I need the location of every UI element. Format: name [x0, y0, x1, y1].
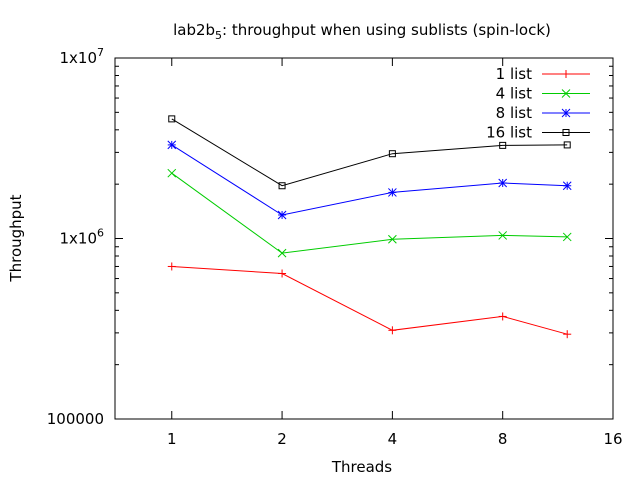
plot-frame [114, 57, 614, 420]
data-point [562, 232, 572, 242]
chart-title-subscript: 5 [215, 29, 222, 42]
axis-ticks [115, 57, 614, 420]
y-tick-label: 100000 [47, 410, 104, 428]
data-point [167, 168, 177, 178]
legend-marker [561, 108, 571, 118]
axis-tick-labels: 1 2 4 8 16 100000 1x106 1x107 [47, 46, 623, 448]
series-line [171, 118, 568, 187]
legend-label: 4 list [496, 85, 532, 103]
legend-label: 1 list [496, 65, 532, 83]
legend-label: 8 list [496, 104, 532, 122]
series-line [171, 172, 568, 254]
data-point [388, 234, 397, 244]
data-point [278, 269, 287, 278]
series-layer [167, 115, 572, 339]
data-point [277, 248, 287, 258]
chart-title-suffix: : throughput when using sublists (spin-l… [222, 21, 551, 39]
legend-marker [562, 70, 570, 78]
x-tick-label: 1 [167, 430, 177, 448]
data-point [168, 115, 176, 123]
series-16-list [168, 115, 571, 190]
series-1-list [167, 262, 572, 339]
y-axis-label: Throughput [7, 194, 25, 282]
legend-marker [561, 89, 571, 98]
y-tick-label: 1x107 [59, 46, 104, 67]
data-point [563, 141, 571, 149]
data-point [563, 330, 572, 339]
data-point [499, 141, 507, 149]
data-point [498, 178, 508, 188]
x-tick-label: 16 [603, 430, 622, 448]
chart-title: lab2b5: throughput when using sublists (… [173, 21, 551, 42]
series-4-list [167, 168, 572, 258]
legend-label: 16 list [486, 124, 532, 142]
y-tick-label: 1x106 [59, 227, 104, 248]
data-point [388, 150, 396, 158]
data-point [388, 326, 397, 335]
x-axis-label: Threads [331, 458, 392, 476]
series-line [171, 266, 568, 335]
series-line [171, 144, 568, 216]
data-point [167, 140, 177, 150]
data-point [498, 312, 507, 321]
chart-title-prefix: lab2b [173, 21, 215, 39]
data-point [562, 181, 572, 191]
x-tick-label: 8 [498, 430, 508, 448]
data-point [388, 188, 397, 197]
series-8-list [167, 140, 572, 220]
x-tick-label: 4 [388, 430, 398, 448]
legend-marker [562, 129, 570, 136]
data-point [278, 182, 286, 190]
data-point [167, 262, 176, 271]
x-tick-label: 2 [277, 430, 287, 448]
data-point [498, 231, 508, 240]
data-point [277, 210, 287, 220]
